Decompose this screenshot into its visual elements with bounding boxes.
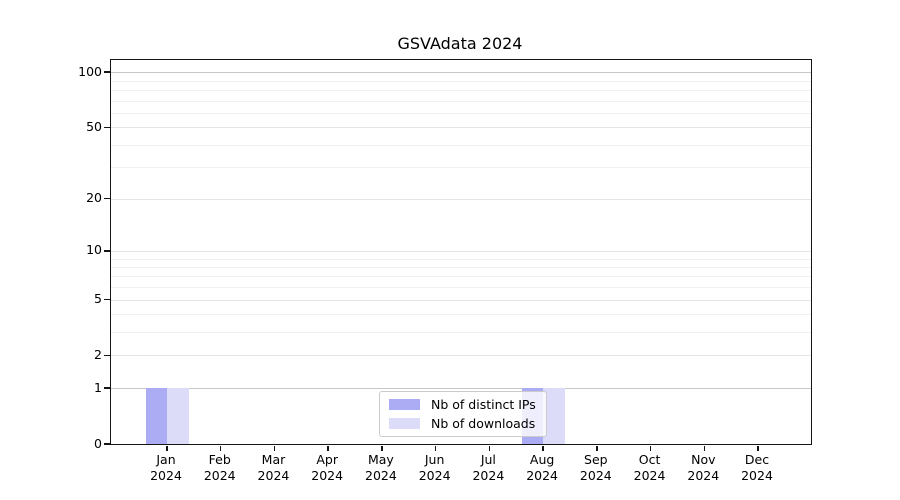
year-label: 2024 [257,468,290,483]
y-tick-label: 10 [86,242,102,258]
gridline-minor [111,167,811,169]
month-label: Aug [529,452,555,467]
x-tick-label-aug: Aug 2024 [502,452,582,484]
month-label: Jun [424,452,445,467]
gridline-minor [111,100,811,102]
bar-aug-downloads [543,388,565,444]
year-label: 2024 [365,468,397,483]
month-label: Dec [744,452,770,467]
y-tick-mark [103,387,110,389]
chart-title: GSVAdata 2024 [397,34,523,53]
y-tick-mark [103,354,110,357]
gridline-emphasized [111,387,811,390]
gridline-major [111,299,811,301]
year-label: 2024 [526,468,559,483]
y-tick-mark [103,443,110,445]
gridline-major [111,355,811,357]
x-tick-mark [757,445,759,451]
x-tick-label-apr: Apr 2024 [287,452,367,484]
x-tick-mark [166,445,168,451]
legend: Nb of distinct IPs Nb of downloads [379,391,547,437]
legend-label: Nb of downloads [431,415,536,431]
y-tick-label: 50 [86,118,102,134]
legend-entry: Nb of distinct IPs [389,397,538,412]
year-label: 2024 [472,468,505,483]
x-tick-mark [381,445,383,451]
year-label: 2024 [311,468,344,483]
y-tick-label: 2 [94,346,102,362]
gridline-emphasized [111,71,811,74]
x-tick-mark [542,445,544,451]
month-label: Mar [261,452,286,467]
x-tick-mark [703,445,705,451]
year-label: 2024 [633,468,666,483]
y-tick-label: 100 [78,63,102,79]
gridline-major [111,250,811,252]
x-tick-mark [596,445,598,451]
year-label: 2024 [150,468,182,483]
month-label: May [367,452,394,467]
plot-area: Nb of distinct IPs Nb of downloads [103,59,812,451]
gridline-minor [111,266,811,268]
y-tick-label: 20 [86,190,102,206]
gridline-minor [111,112,811,114]
x-tick-mark [488,445,491,451]
gridline-minor [111,276,811,278]
y-tick-label: 5 [94,291,102,307]
y-tick-mark [103,126,110,128]
x-tick-label-jun: Jun 2024 [395,452,475,484]
gridline-major [111,198,811,200]
month-label: Sep [584,452,608,467]
x-tick-label-mar: Mar 2024 [233,452,313,484]
year-label: 2024 [203,468,236,483]
x-tick-mark [273,445,276,451]
year-label: 2024 [741,468,773,483]
y-tick-mark [103,250,110,252]
x-tick-mark [220,445,222,451]
month-label: Jan [156,452,176,467]
gridline-minor [111,144,811,146]
bar-jan-downloads [167,388,189,444]
x-tick-mark [434,445,437,451]
bar-jan-distinct-ips [145,388,167,444]
year-label: 2024 [418,468,451,483]
x-tick-label-may: May 2024 [341,452,421,484]
month-label: Nov [691,452,716,467]
gridline-minor [111,314,811,316]
gridline-minor [111,258,811,260]
year-label: 2024 [579,468,612,483]
x-tick-label-dec: Dec 2024 [717,452,797,484]
x-tick-mark [649,445,652,451]
y-tick-mark [103,71,110,73]
y-tick-label: 1 [94,379,102,395]
gridline-minor [111,287,811,289]
x-tick-label-nov: Nov 2024 [663,452,743,484]
month-label: Apr [316,452,338,467]
legend-label: Nb of distinct IPs [431,396,536,412]
y-tick-mark [103,198,110,200]
legend-entry: Nb of downloads [389,416,538,431]
month-label: Feb [208,452,231,467]
gridline-major [111,127,811,129]
legend-swatch [389,399,420,410]
x-tick-label-oct: Oct 2024 [610,452,690,484]
gridline-minor [111,332,811,334]
x-tick-label-jan: Jan 2024 [126,452,206,484]
month-label: Jul [480,452,496,467]
x-tick-label-jul: Jul 2024 [448,452,528,484]
y-tick-label: 0 [94,435,102,451]
gridline-minor [111,80,811,82]
legend-swatch [389,418,420,429]
month-label: Oct [638,452,661,467]
x-tick-label-sep: Sep 2024 [556,452,636,484]
x-tick-mark [327,445,329,451]
y-tick-mark [103,298,110,301]
year-label: 2024 [687,468,720,483]
gridline-minor [111,89,811,91]
x-tick-label-feb: Feb 2024 [180,452,260,484]
